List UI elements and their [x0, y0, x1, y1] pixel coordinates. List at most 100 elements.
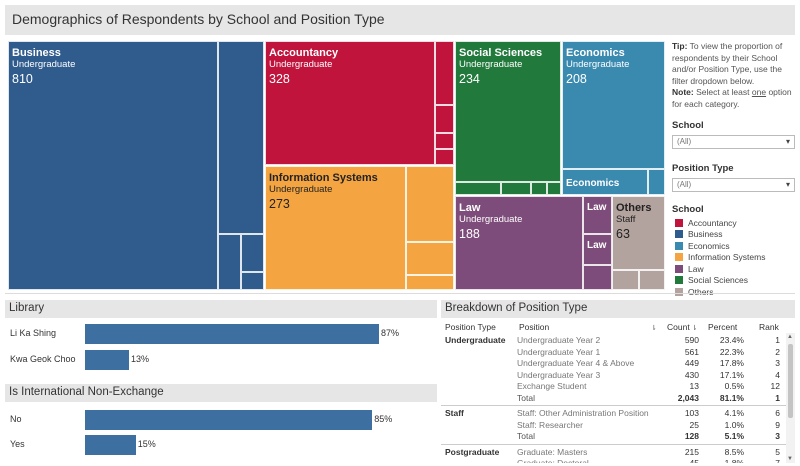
treemap-social-sciences[interactable]: Social Sciences Undergraduate 234 — [455, 41, 561, 182]
treemap-law-secondary[interactable]: Law — [583, 196, 612, 234]
scroll-down-icon[interactable]: ▼ — [787, 456, 793, 462]
legend-item[interactable]: Others — [672, 286, 795, 298]
legend-label: Business — [688, 229, 723, 240]
chevron-down-icon: ▾ — [785, 180, 790, 189]
library-bar-row[interactable]: Kwa Geok Choo 13% — [5, 350, 437, 370]
school-legend: Accountancy Business Economics Information … — [672, 217, 795, 298]
treemap-others[interactable]: Others Staff 63 — [612, 196, 665, 270]
treemap-social-sciences-cell[interactable] — [531, 182, 547, 195]
header-percent[interactable]: Percent — [708, 322, 738, 332]
school-filter-dropdown[interactable]: (All) ▾ — [672, 135, 795, 149]
legend-label: Social Sciences — [688, 275, 749, 286]
treemap-accountancy-cell[interactable] — [435, 105, 454, 133]
position-type-cell: Postgraduate — [445, 446, 500, 457]
treemap-business-cell[interactable] — [218, 234, 241, 290]
rank-cell: 12 — [770, 381, 780, 391]
treemap-business-cell[interactable] — [241, 234, 264, 272]
sort-icon: ⇂ — [691, 325, 698, 332]
rank-cell: 1 — [775, 335, 780, 345]
count-cell: 561 — [684, 346, 699, 357]
legend-swatch — [675, 241, 683, 250]
treemap-economics-cell[interactable] — [648, 169, 665, 195]
international-bar-row[interactable]: No 85% — [5, 410, 437, 430]
chevron-down-icon: ▾ — [785, 137, 790, 146]
table-row[interactable]: Undergraduate Year 4 & Above 449 17.8% 3 — [441, 358, 786, 370]
treemap-economics[interactable]: Economics Undergraduate 208 — [562, 41, 665, 169]
international-bar[interactable] — [85, 410, 373, 430]
scroll-thumb[interactable] — [788, 344, 793, 418]
treemap-information-systems-cell[interactable] — [406, 275, 454, 290]
legend-label: Law — [688, 263, 704, 274]
bar-percent: 15% — [137, 439, 156, 449]
percent-cell: 17.1% — [719, 369, 744, 380]
table-row[interactable]: Undergraduate Undergraduate Year 2 590 23.4… — [441, 335, 786, 347]
treemap-accountancy-cell[interactable] — [435, 133, 454, 149]
treemap-business-cell[interactable] — [218, 41, 264, 234]
legend-item[interactable]: Business — [672, 229, 795, 241]
treemap-business-cell[interactable] — [241, 272, 264, 290]
library-bar[interactable] — [85, 324, 380, 344]
sort-icon[interactable]: ⇂ — [651, 325, 657, 332]
count-cell: 449 — [684, 358, 699, 368]
legend-item[interactable]: Law — [672, 263, 795, 275]
treemap-law[interactable]: Law Undergraduate 188 — [455, 196, 583, 290]
header-count[interactable]: Count ⇂ — [667, 322, 698, 332]
table-row[interactable]: Staff: Researcher 25 1.0% 9 — [441, 420, 786, 432]
treemap-information-systems-cell[interactable] — [406, 242, 454, 275]
table-row[interactable]: Postgraduate Graduate: Masters 215 8.5% 5 — [441, 447, 786, 459]
table-row[interactable]: Graduate: Doctoral 45 1.8% 7 — [441, 458, 786, 463]
table-row[interactable]: Staff Staff: Other Administration Positio… — [441, 408, 786, 420]
legend-label: Accountancy — [688, 217, 737, 228]
table-row[interactable]: Undergraduate Year 3 430 17.1% 4 — [441, 370, 786, 382]
legend-item[interactable]: Information Systems — [672, 252, 795, 264]
table-total-row[interactable]: Total 2,043 81.1% 1 — [441, 393, 786, 405]
count-cell: 128 — [684, 431, 699, 441]
treemap-business[interactable]: Business Undergraduate 810 — [8, 41, 218, 290]
treemap-social-sciences-cell[interactable] — [455, 182, 501, 195]
international-bar[interactable] — [85, 435, 136, 455]
scroll-up-icon[interactable]: ▲ — [787, 334, 793, 340]
rank-cell: 5 — [775, 446, 780, 457]
legend-swatch — [675, 264, 683, 273]
library-bar[interactable] — [85, 350, 129, 370]
treemap-others-cell[interactable] — [639, 270, 665, 290]
table-row[interactable]: Undergraduate Year 1 561 22.3% 2 — [441, 347, 786, 359]
bar-percent: 87% — [381, 328, 400, 338]
header-position-type[interactable]: Position Type — [445, 322, 496, 332]
legend-swatch — [675, 218, 683, 227]
position-cell: Exchange Student — [517, 381, 587, 391]
table-row[interactable]: Exchange Student 13 0.5% 12 — [441, 381, 786, 393]
legend-item[interactable]: Social Sciences — [672, 275, 795, 287]
position-type-filter-dropdown[interactable]: (All) ▾ — [672, 178, 795, 192]
header-rank[interactable]: Rank — [759, 322, 779, 332]
treemap-social-sciences-cell[interactable] — [501, 182, 531, 195]
library-bar-row[interactable]: Li Ka Shing 87% — [5, 324, 437, 344]
legend-item[interactable]: Economics — [672, 240, 795, 252]
breakdown-panel-title: Breakdown of Position Type — [441, 300, 795, 318]
treemap-information-systems[interactable]: Information Systems Undergraduate 273 — [265, 166, 406, 290]
table-scrollbar[interactable]: ▲ ▼ — [786, 333, 795, 463]
school-filter-label: School — [672, 120, 704, 131]
count-cell: 13 — [689, 381, 699, 391]
percent-cell: 8.5% — [724, 446, 744, 457]
count-cell: 45 — [689, 458, 699, 463]
treemap-law-cell[interactable] — [583, 265, 612, 290]
treemap-accountancy-cell[interactable] — [435, 41, 454, 105]
position-cell: Undergraduate Year 4 & Above — [517, 358, 635, 368]
position-cell: Graduate: Doctoral — [517, 458, 589, 463]
count-cell: 103 — [684, 408, 699, 418]
legend-item[interactable]: Accountancy — [672, 217, 795, 229]
percent-cell: 0.5% — [724, 381, 744, 391]
treemap-economics-secondary[interactable]: Economics — [562, 169, 648, 195]
treemap-law-tertiary[interactable]: Law — [583, 234, 612, 265]
treemap-others-cell[interactable] — [612, 270, 639, 290]
count-cell: 2,043 — [677, 392, 699, 403]
table-total-row[interactable]: Total 128 5.1% 3 — [441, 431, 786, 443]
treemap-accountancy-cell[interactable] — [435, 149, 454, 165]
international-bar-row[interactable]: Yes 15% — [5, 435, 437, 455]
treemap-information-systems-cell[interactable] — [406, 166, 454, 242]
treemap-social-sciences-cell[interactable] — [547, 182, 561, 195]
header-position[interactable]: Position — [519, 322, 550, 332]
treemap-accountancy[interactable]: Accountancy Undergraduate 328 — [265, 41, 435, 165]
percent-cell: 23.4% — [719, 335, 744, 345]
